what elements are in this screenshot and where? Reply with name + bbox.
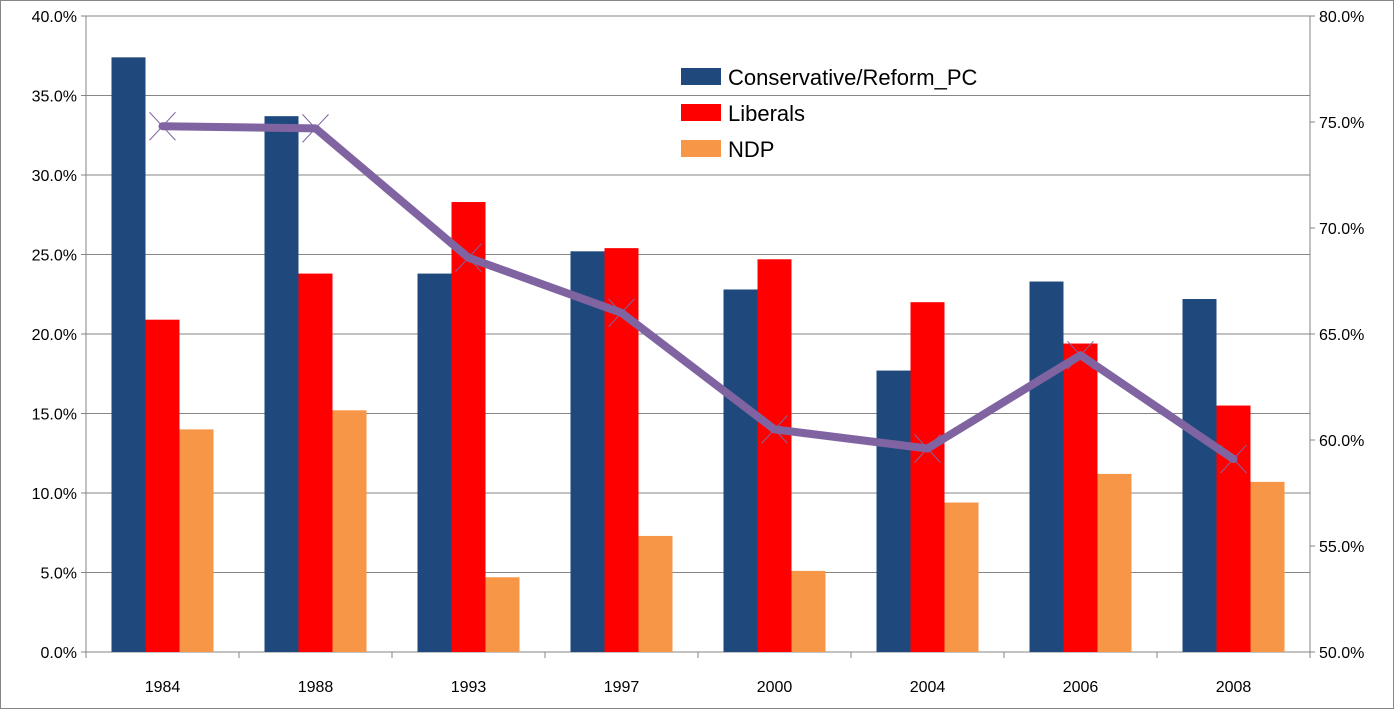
- bar-conservative-reform-pc: [570, 251, 605, 652]
- bar-liberals: [757, 259, 792, 652]
- legend-swatch: [681, 68, 721, 85]
- bar-ndp: [332, 410, 367, 652]
- bar-conservative-reform-pc: [417, 273, 452, 652]
- line-point-marker: [761, 415, 788, 444]
- x-tick-label: 1984: [145, 679, 181, 696]
- bar-liberals: [1216, 405, 1251, 652]
- line-point-marker: [149, 111, 176, 141]
- right-tick-label: 55.0%: [1319, 539, 1364, 556]
- left-tick-label: 0.0%: [41, 645, 77, 662]
- x-tick-label: 1997: [604, 679, 640, 696]
- right-tick-label: 70.0%: [1319, 221, 1364, 238]
- left-tick-label: 5.0%: [41, 566, 77, 583]
- legend-label: Liberals: [728, 101, 805, 126]
- bar-ndp: [179, 429, 214, 652]
- bar-liberals: [298, 273, 333, 652]
- line-point-marker: [1220, 444, 1247, 474]
- bar-ndp: [638, 535, 673, 652]
- x-tick-label: 2000: [757, 679, 793, 696]
- right-tick-label: 80.0%: [1319, 9, 1364, 26]
- legend-label: NDP: [728, 137, 774, 162]
- legend-swatch: [681, 140, 721, 157]
- x-tick-label: 2004: [910, 679, 946, 696]
- right-tick-label: 65.0%: [1319, 327, 1364, 344]
- line-point-marker: [608, 298, 635, 328]
- bar-conservative-reform-pc: [1182, 299, 1217, 652]
- bar-conservative-reform-pc: [723, 289, 758, 652]
- bar-conservative-reform-pc: [111, 57, 146, 652]
- bar-conservative-reform-pc: [876, 370, 911, 652]
- line-point-marker: [1067, 340, 1094, 370]
- bar-conservative-reform-pc: [1029, 281, 1064, 652]
- right-tick-label: 50.0%: [1319, 645, 1364, 662]
- left-tick-label: 40.0%: [32, 9, 77, 26]
- bar-ndp: [944, 502, 979, 652]
- left-tick-label: 20.0%: [32, 327, 77, 344]
- line-point-marker: [914, 434, 941, 463]
- bar-ndp: [1250, 481, 1285, 652]
- left-tick-label: 10.0%: [32, 486, 77, 503]
- x-tick-label: 1988: [298, 679, 334, 696]
- legend-swatch: [681, 104, 721, 121]
- right-tick-label: 75.0%: [1319, 115, 1364, 132]
- line-point-marker: [302, 114, 329, 143]
- bar-conservative-reform-pc: [264, 116, 299, 653]
- bar-liberals: [145, 319, 180, 652]
- legend-label: Conservative/Reform_PC: [728, 65, 978, 90]
- bar-liberals: [1063, 343, 1098, 652]
- line-series: [158, 122, 1238, 464]
- x-tick-label: 1993: [451, 679, 487, 696]
- x-tick-label: 2008: [1216, 679, 1252, 696]
- bar-ndp: [1097, 473, 1132, 652]
- right-tick-label: 60.0%: [1319, 433, 1364, 450]
- left-tick-label: 25.0%: [32, 248, 77, 265]
- left-tick-label: 35.0%: [32, 89, 77, 106]
- x-tick-label: 2006: [1063, 679, 1099, 696]
- bar-ndp: [791, 570, 826, 652]
- left-tick-label: 30.0%: [32, 168, 77, 185]
- bar-liberals: [451, 202, 486, 652]
- line-point-marker: [455, 243, 482, 273]
- left-tick-label: 15.0%: [32, 407, 77, 424]
- bar-liberals: [910, 302, 945, 652]
- bar-ndp: [485, 577, 520, 652]
